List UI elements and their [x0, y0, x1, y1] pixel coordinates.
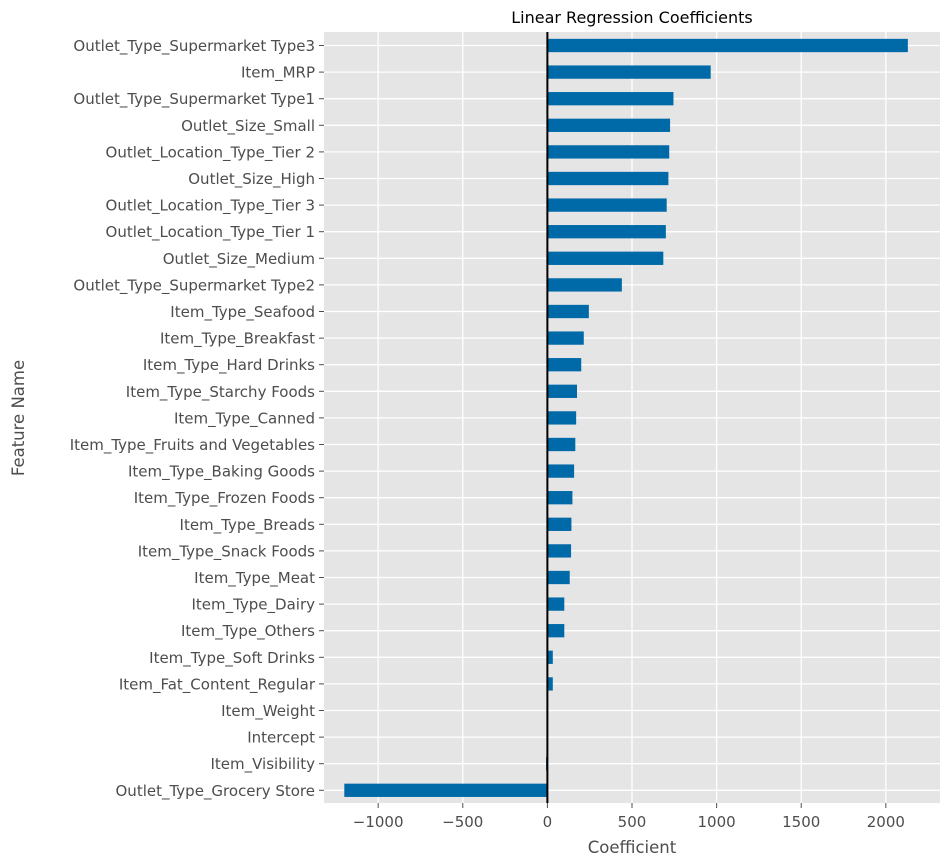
y-tick-label: Item_Type_Meat — [194, 569, 315, 588]
bars — [344, 38, 908, 797]
bar — [547, 437, 576, 452]
y-tick-label: Item_Type_Baking Goods — [128, 463, 315, 482]
bar — [547, 278, 622, 292]
bar — [547, 624, 565, 638]
y-tick-label: Item_Type_Snack Foods — [138, 542, 315, 561]
chart-title: Linear Regression Coefficients — [511, 8, 753, 27]
bar — [547, 118, 671, 132]
y-tick-label: Item_Weight — [221, 702, 315, 721]
bar — [547, 570, 570, 585]
x-tick-label: 1000 — [698, 813, 736, 831]
y-tick-label: Item_Type_Others — [181, 622, 315, 641]
bar — [547, 464, 575, 478]
y-tick-label: Outlet_Location_Type_Tier 2 — [106, 143, 315, 162]
y-tick-label: Outlet_Type_Grocery Store — [116, 782, 316, 801]
bar — [547, 92, 674, 106]
x-tick-labels: −1000 −500 0 500 1000 1500 2000 — [353, 803, 905, 831]
x-tick-label: 0 — [543, 813, 553, 831]
y-tick-label: Outlet_Size_Medium — [163, 250, 315, 269]
y-tick-label: Item_MRP — [241, 64, 315, 83]
bar — [547, 38, 908, 53]
x-tick-label: 2000 — [867, 813, 905, 831]
x-tick-label: 1500 — [782, 813, 820, 831]
x-tick-label: −1000 — [353, 813, 404, 831]
y-tick-label: Outlet_Type_Supermarket Type2 — [73, 276, 315, 295]
bar — [547, 171, 669, 186]
y-tick-label: Item_Type_Dairy — [191, 596, 315, 615]
bar — [547, 411, 577, 425]
y-tick-label: Item_Type_Hard Drinks — [143, 356, 315, 375]
y-axis-title: Feature Name — [9, 360, 28, 476]
bar — [547, 384, 577, 398]
bar — [547, 198, 667, 212]
x-tick-label: 500 — [618, 813, 647, 831]
bar — [344, 783, 548, 797]
y-tick-label: Outlet_Location_Type_Tier 3 — [106, 197, 315, 216]
y-tick-label: Item_Type_Seafood — [170, 303, 315, 322]
y-tick-label: Item_Type_Canned — [174, 409, 315, 428]
x-tick-label: −500 — [442, 813, 483, 831]
y-tick-label: Item_Type_Breads — [180, 516, 316, 535]
bar — [547, 597, 565, 611]
bar — [547, 145, 670, 159]
bar — [547, 358, 582, 372]
y-tick-label: Item_Visibility — [210, 755, 315, 774]
bar — [547, 65, 711, 79]
y-tick-label: Item_Type_Soft Drinks — [149, 649, 315, 668]
y-tick-label: Item_Type_Starchy Foods — [126, 383, 315, 402]
bar — [547, 517, 572, 531]
y-tick-label: Outlet_Size_High — [188, 170, 315, 189]
y-tick-label: Outlet_Type_Supermarket Type3 — [73, 37, 315, 56]
bar — [547, 251, 664, 265]
y-tick-label: Outlet_Type_Supermarket Type1 — [73, 90, 315, 109]
y-tick-label: Outlet_Size_Small — [181, 117, 315, 136]
y-tick-label: Outlet_Location_Type_Tier 1 — [106, 223, 315, 242]
x-axis-title: Coefficient — [588, 838, 677, 857]
bar — [547, 491, 573, 505]
bar — [547, 650, 553, 664]
y-tick-labels: Outlet_Type_Supermarket Type3 Item_MRP Out… — [70, 37, 324, 801]
bar — [547, 544, 572, 558]
y-tick-label: Item_Type_Breakfast — [160, 330, 315, 349]
y-tick-label: Item_Fat_Content_Regular — [119, 675, 316, 694]
bar — [547, 331, 584, 345]
y-tick-label: Item_Type_Frozen Foods — [134, 489, 315, 508]
bar — [547, 677, 553, 691]
y-tick-label: Intercept — [247, 729, 315, 747]
bar — [547, 225, 666, 239]
y-tick-label: Item_Type_Fruits and Vegetables — [70, 436, 315, 455]
bar — [547, 304, 589, 319]
